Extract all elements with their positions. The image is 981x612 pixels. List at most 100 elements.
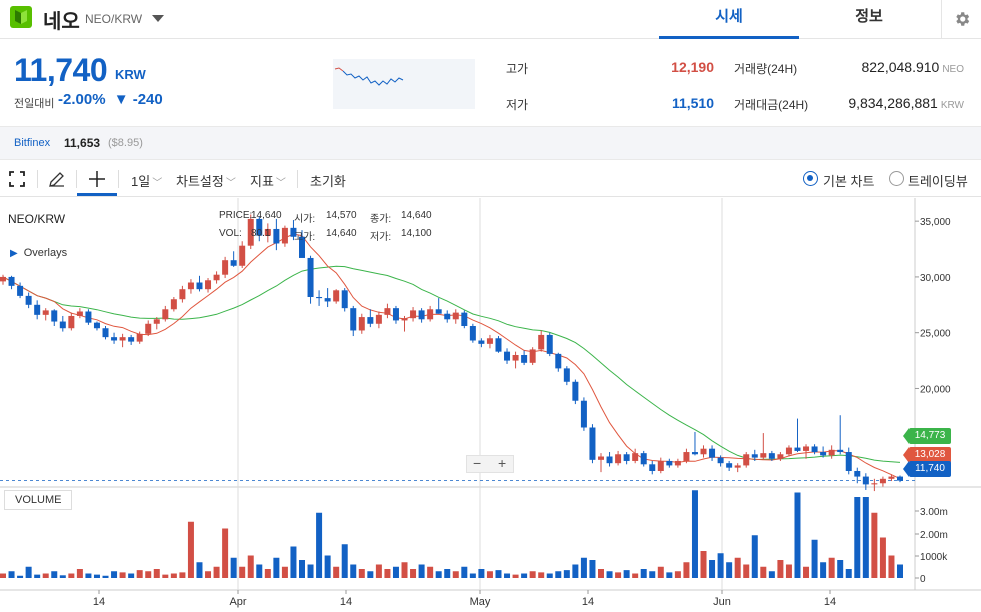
basic-chart-label[interactable]: 기본 차트: [823, 174, 875, 189]
zoom-out-button[interactable]: −: [473, 455, 482, 471]
tradingview-radio[interactable]: [889, 171, 904, 186]
coin-name[interactable]: 네오: [43, 11, 80, 33]
candle-body: [119, 337, 126, 341]
high-value: 12,190: [671, 59, 714, 75]
volume-bar: [222, 528, 229, 578]
volume-bar: [683, 562, 690, 578]
volume-bar: [606, 571, 613, 578]
chevron-down-icon[interactable]: [152, 15, 164, 22]
ohlc-low-label: 저가:: [370, 232, 392, 243]
x-tick-label: 14: [824, 596, 836, 608]
candle-body: [495, 338, 502, 352]
coin-pair[interactable]: NEO/KRW: [85, 12, 143, 26]
volume-bar: [563, 570, 570, 578]
tab-quote[interactable]: 시세: [659, 0, 799, 39]
change-percent: -2.00%: [58, 91, 106, 108]
fullscreen-icon[interactable]: [7, 169, 27, 189]
candle-body: [85, 311, 92, 323]
volume-bar: [375, 564, 382, 578]
ma-short-line: [2, 233, 901, 480]
ohlc-open-label: 시가:: [294, 214, 316, 225]
neo-logo-icon: [10, 6, 32, 28]
volume-bar: [264, 569, 271, 578]
pencil-icon[interactable]: [47, 169, 67, 189]
candle-body: [281, 227, 288, 244]
volume-bar: [401, 562, 408, 578]
volume-bar: [418, 564, 425, 578]
volume-bar: [538, 572, 545, 578]
volume-24h-unit: NEO: [942, 64, 964, 75]
volume-bar: [486, 571, 493, 578]
last-price-tag: 11,740: [903, 461, 951, 477]
candle-body: [657, 460, 664, 471]
candlestick-chart[interactable]: 35,000 30,000 25,000 20,000 3.00m 2.00m 1000k 0…: [0, 198, 981, 612]
volume-bar: [93, 574, 100, 578]
volume-bar: [76, 569, 83, 578]
volume-bar: [256, 564, 263, 578]
candle-body: [700, 448, 707, 455]
volume-bar: [768, 571, 775, 578]
volume-bar: [51, 571, 58, 578]
candle-body: [820, 452, 827, 456]
candle-body: [145, 323, 152, 334]
volume-bar: [316, 512, 323, 578]
chart-svg[interactable]: 35,000 30,000 25,000 20,000 3.00m 2.00m 1000k 0…: [0, 198, 981, 612]
volume-bar: [170, 573, 177, 578]
x-tick-label: 14: [582, 596, 594, 608]
volume-bar: [358, 569, 365, 578]
candle-body: [93, 322, 100, 329]
candle-body: [632, 453, 639, 461]
volume-bar: [726, 562, 733, 578]
exchange-price: 11,653: [64, 136, 101, 150]
volume-bar: [42, 573, 49, 578]
zoom-in-button[interactable]: +: [498, 455, 507, 471]
candle-body: [128, 337, 135, 342]
volume-bar: [179, 572, 186, 578]
candle-body: [410, 310, 417, 319]
volume-bar: [879, 537, 886, 578]
tab-info[interactable]: 정보: [855, 8, 883, 25]
volume-bar: [367, 571, 374, 578]
candle-body: [316, 297, 323, 299]
candle-body: [897, 476, 903, 481]
volume-bar: [324, 555, 331, 578]
amount-24h-number: 9,834,286,881: [848, 95, 938, 111]
candle-body: [521, 355, 528, 363]
volume-bar: [410, 569, 417, 578]
candle-body: [743, 454, 750, 466]
chart-toolbar: 1일 ﹀ 차트설정 ﹀ 지표 ﹀ 초기화 기본 차트 트레이딩뷰: [0, 161, 981, 197]
volume-bar: [17, 575, 24, 578]
candle-body: [888, 476, 895, 479]
volume-bar: [709, 560, 716, 578]
indicators-dropdown[interactable]: 지표 ﹀: [250, 171, 286, 190]
interval-dropdown[interactable]: 1일 ﹀: [131, 171, 162, 190]
interval-label: 1일: [131, 174, 151, 189]
volume-bar: [85, 573, 92, 578]
candle-body: [589, 427, 596, 460]
basic-chart-radio[interactable]: [803, 171, 818, 186]
change-absolute: ▼ -240: [113, 91, 163, 108]
volume-bar: [187, 521, 194, 578]
volume-bar: [435, 571, 442, 578]
volume-bar: [820, 562, 827, 578]
exchange-name[interactable]: Bitfinex: [14, 137, 51, 149]
candle-body: [290, 227, 297, 237]
crosshair-button[interactable]: [77, 161, 117, 196]
settings-button[interactable]: [941, 0, 981, 39]
amount-24h-label: 거래대금(24H): [734, 98, 809, 112]
candle-body: [444, 313, 451, 320]
volume-bar: [350, 564, 357, 578]
candle-body: [666, 460, 673, 466]
reset-button[interactable]: 초기화: [310, 174, 346, 189]
volume-bar: [529, 571, 536, 578]
candle-body: [606, 456, 613, 464]
exchange-usd: ($8.95): [108, 137, 143, 149]
volume-bar: [128, 573, 135, 578]
volume-bar: [854, 497, 861, 578]
tradingview-label[interactable]: 트레이딩뷰: [908, 174, 968, 189]
chart-settings-dropdown[interactable]: 차트설정 ﹀: [176, 171, 236, 190]
volume-bar: [0, 573, 6, 578]
overlays-toggle[interactable]: ▶ Overlays: [10, 247, 67, 259]
candle-body: [580, 400, 587, 428]
ohlc-price-label: PRICE:: [219, 210, 253, 221]
